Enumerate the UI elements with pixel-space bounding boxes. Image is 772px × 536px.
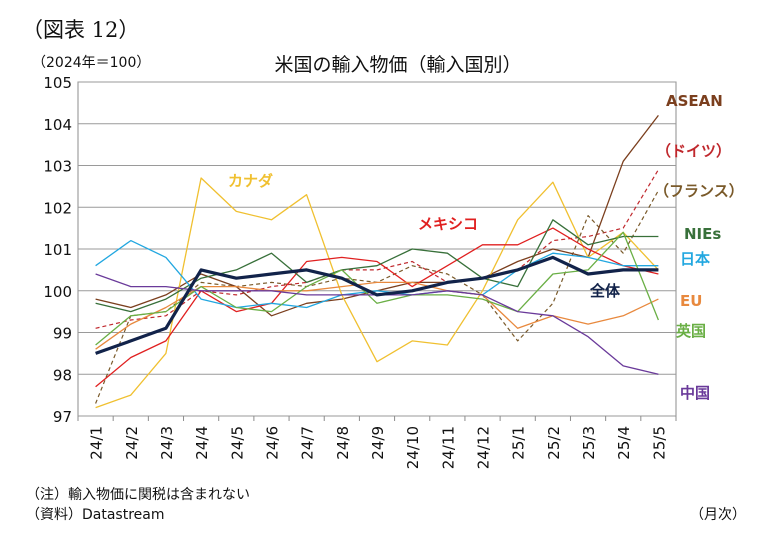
series-label: ASEAN: [666, 92, 723, 110]
series-line: [95, 255, 659, 355]
x-axis-ticks: 24/1 24/2 24/3 24/4 24/5 24/6 24/7 24/8 24/9 24/1…: [88, 426, 669, 469]
series-line: [95, 273, 659, 375]
x-tick-label: 24/4: [193, 426, 211, 460]
x-tick-label: 24/2: [123, 426, 141, 460]
grid: [77, 81, 677, 421]
footnote: （注）輸入物価に関税は含まれない: [26, 487, 250, 503]
y-tick-label: 100: [43, 283, 72, 301]
series-label: NIEs: [684, 225, 721, 243]
series-label: 中国: [680, 384, 710, 402]
series-label: 英国: [676, 322, 706, 340]
x-tick-label: 24/5: [228, 426, 246, 460]
y-tick-label: 104: [43, 116, 72, 134]
y-tick-label: 97: [53, 408, 72, 426]
x-unit-label: （月次）: [690, 507, 746, 523]
y-tick-label: 103: [43, 158, 72, 176]
series-line: [95, 231, 660, 346]
x-tick-label: 24/11: [439, 426, 457, 469]
chart-title: 米国の輸入物価（輸入国別）: [274, 54, 522, 76]
series-line: [95, 190, 659, 404]
unit-label: （2024年＝100）: [32, 55, 151, 71]
series-label: カナダ: [228, 172, 273, 190]
y-tick-label: 102: [43, 199, 72, 217]
series-label: EU: [680, 292, 702, 310]
x-tick-label: 24/12: [475, 426, 493, 469]
y-axis-ticks: 97 98 99 100 101 102 103 104 105: [43, 74, 72, 426]
x-tick-label: 24/6: [263, 426, 281, 460]
x-tick-label: 25/4: [615, 426, 633, 460]
series-line: [95, 169, 659, 329]
x-tick-label: 24/1: [88, 426, 106, 460]
series-label: （ドイツ）: [656, 142, 731, 160]
series-line: [95, 281, 659, 350]
series-label: 全体: [589, 282, 621, 300]
y-tick-label: 99: [53, 325, 72, 343]
x-tick-label: 24/3: [158, 426, 176, 460]
series-line: [95, 227, 659, 388]
series-lines: [95, 115, 660, 409]
series-line: [95, 239, 659, 309]
series-label: （フランス）: [654, 182, 744, 200]
x-tick-label: 24/10: [404, 426, 422, 469]
x-tick-label: 24/7: [299, 426, 317, 460]
source-note: （資料）Datastream: [26, 507, 165, 523]
x-tick-label: 25/2: [545, 426, 563, 460]
series-line: [95, 177, 659, 409]
series-label: メキシコ: [418, 215, 478, 233]
y-tick-label: 98: [53, 366, 72, 384]
x-tick-label: 25/1: [510, 426, 528, 460]
y-tick-label: 101: [43, 241, 72, 259]
series-label: 日本: [680, 250, 710, 268]
x-tick-label: 25/3: [580, 426, 598, 460]
x-tick-label: 24/9: [369, 426, 387, 460]
figure-number: （図表 12）: [22, 18, 140, 42]
y-tick-label: 105: [43, 74, 72, 92]
x-tick-label: 25/5: [650, 426, 668, 460]
x-tick-label: 24/8: [334, 426, 352, 460]
